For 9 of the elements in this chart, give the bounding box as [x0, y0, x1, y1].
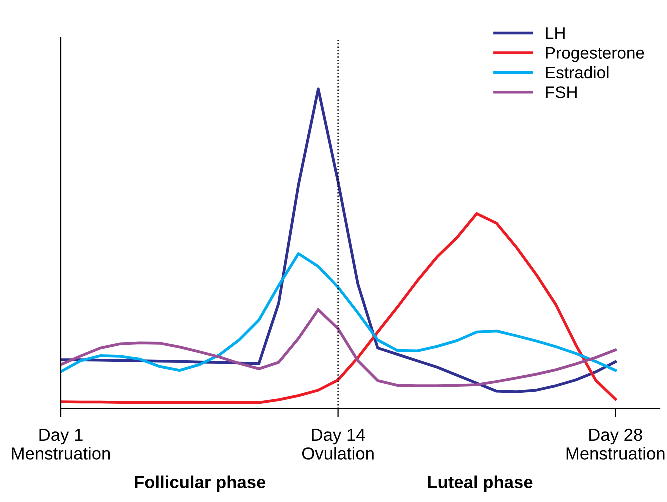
text: Luteal phase [428, 476, 533, 492]
x-tick-label: Day 28 Menstruation [566, 428, 665, 460]
x-tick-label: Day 1 Menstruation [12, 429, 110, 460]
legend-label: Estradiol [546, 66, 609, 79]
x-tick-label: Day 14 Ovulation [302, 429, 374, 460]
text: Follicular phase [135, 476, 266, 492]
legend-label: FSH [546, 86, 577, 98]
legend-label: LH [546, 28, 565, 40]
legend-label: Progesterone [546, 47, 644, 62]
